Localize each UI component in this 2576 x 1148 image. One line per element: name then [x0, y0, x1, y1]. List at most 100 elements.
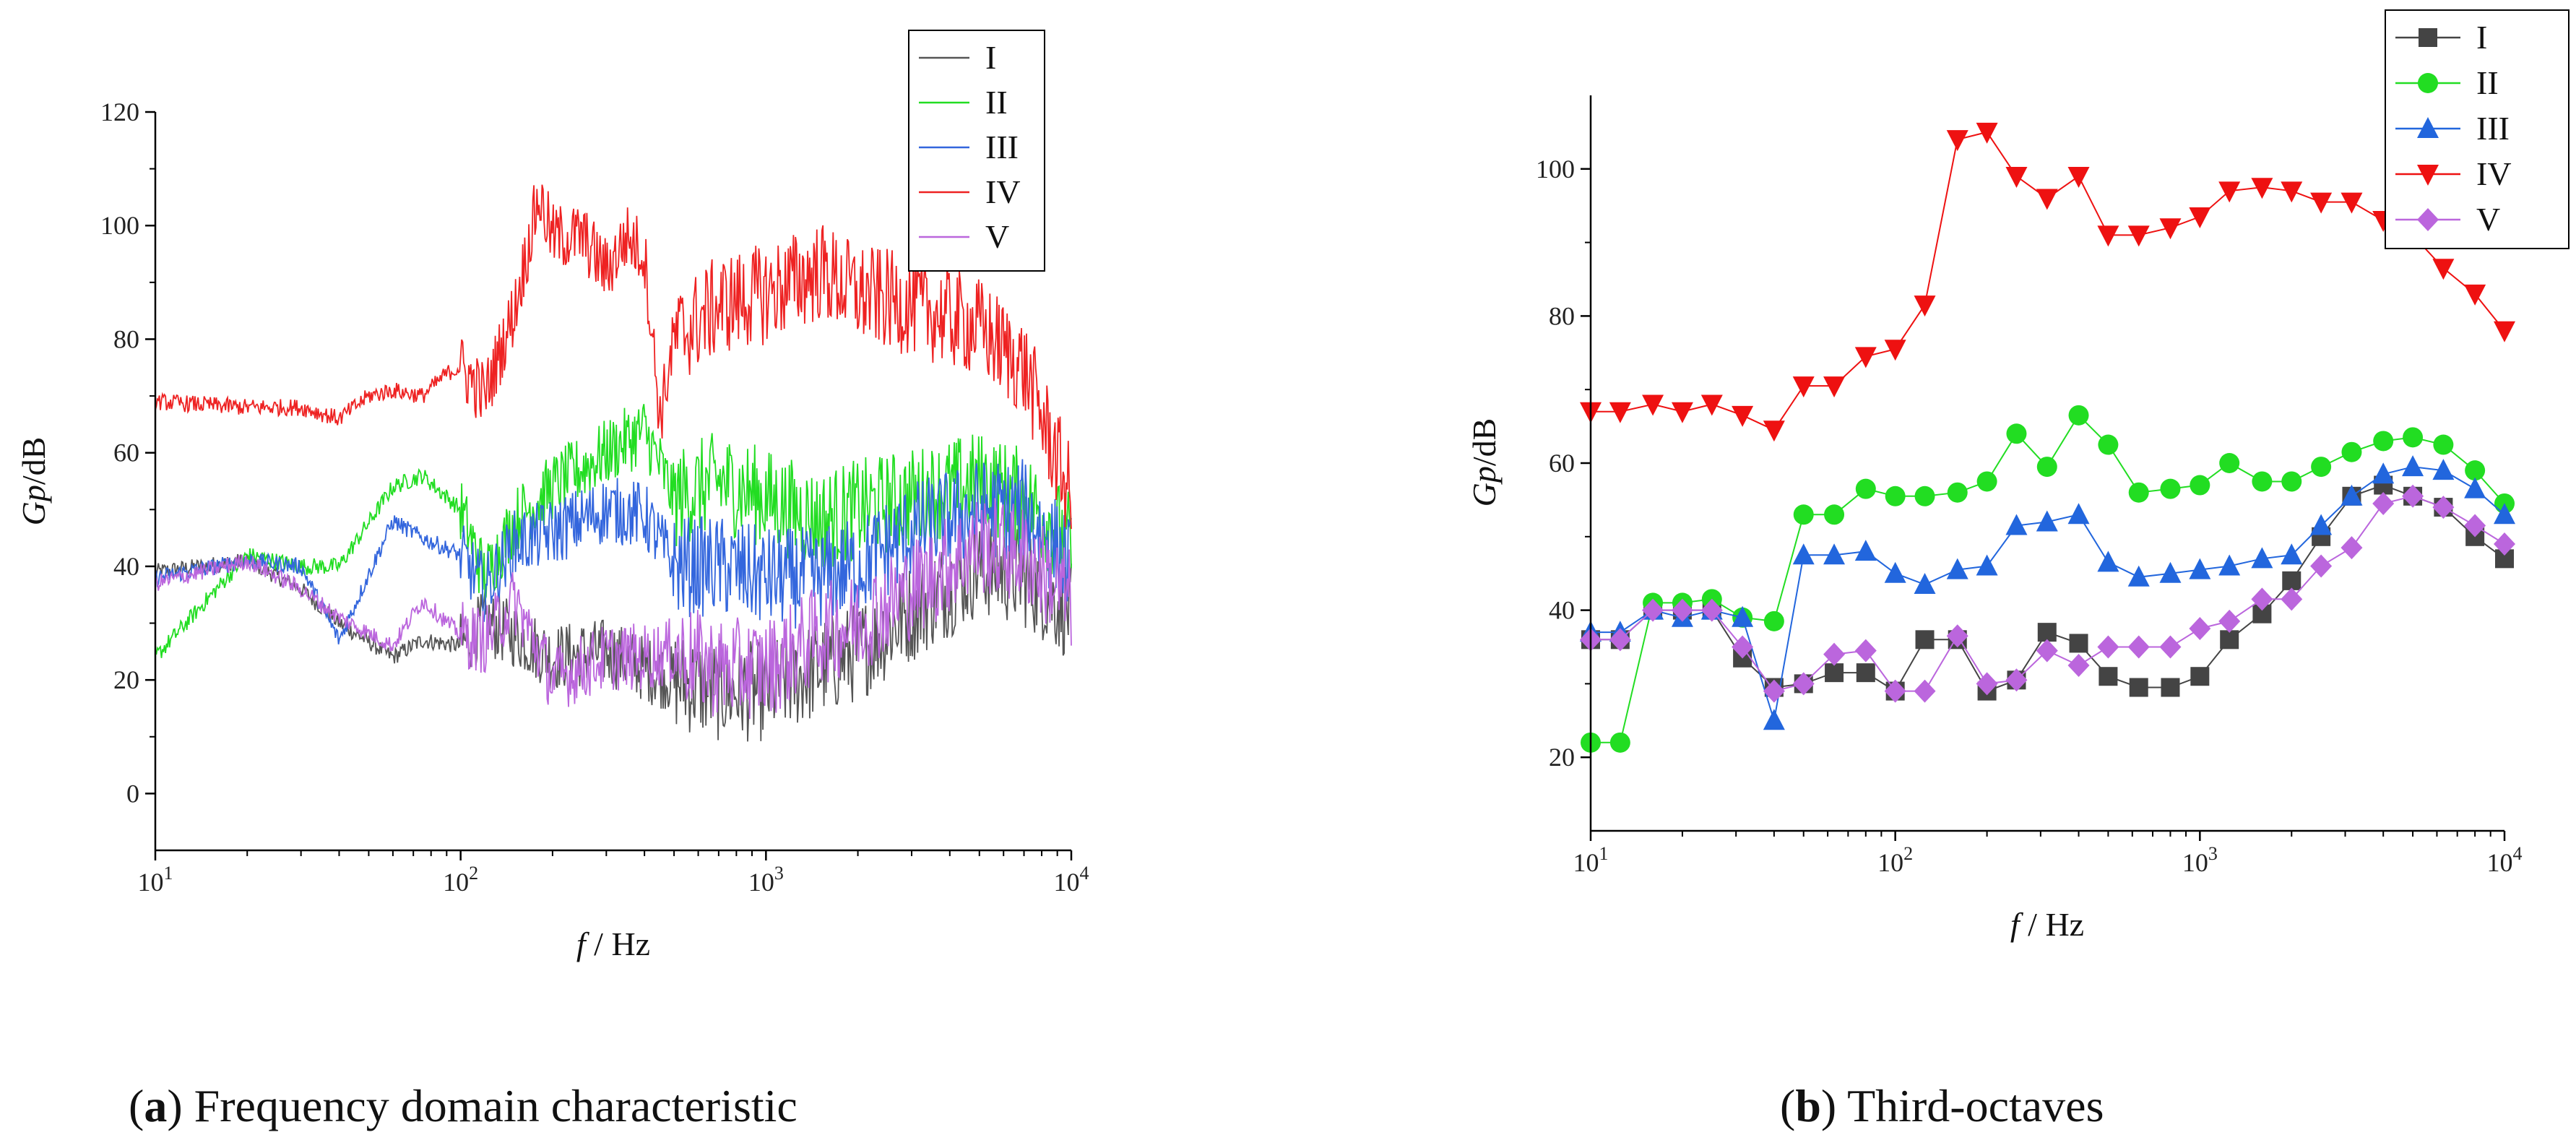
- panel-a-legend-label-II: II: [985, 84, 1008, 121]
- panel-b-point-II-22: [2252, 471, 2273, 492]
- panel-b-point-II-11: [1914, 485, 1935, 506]
- panel-b-point-V-17: [2097, 635, 2119, 659]
- panel-a-xtick-base-0: 10: [138, 868, 164, 897]
- panel-b-point-II-8: [1824, 504, 1845, 525]
- panel-b-point-I-21: [2220, 630, 2239, 649]
- panel-b-point-V-23: [2281, 587, 2303, 611]
- panel-b-point-V-16: [2067, 653, 2090, 677]
- panel-a-series-1: [155, 404, 1072, 658]
- panel-a-xtick-exp-0: 1: [164, 863, 173, 884]
- panel-b-point-V-20: [2189, 617, 2211, 641]
- panel-b-point-V-19: [2159, 635, 2182, 659]
- panel-b-point-V-26: [2372, 491, 2395, 515]
- caption-a-text: Frequency domain characteristic: [183, 1080, 798, 1131]
- panel-b-point-V-21: [2218, 609, 2241, 633]
- panel-b-point-I-19: [2161, 678, 2180, 697]
- panel-b-xtick-base-1: 10: [1877, 848, 1903, 877]
- panel-a-ytick-label-1: 20: [113, 665, 139, 694]
- panel-b-point-II-9: [1855, 478, 1876, 499]
- panel-b-point-III-30: [2494, 503, 2515, 525]
- panel-b-legend-label-IV: IV: [2476, 155, 2512, 192]
- panel-b-point-III-8: [1823, 543, 1846, 565]
- panel-b-point-V-30: [2494, 532, 2515, 556]
- panel-b-point-V-7: [1792, 672, 1815, 696]
- panel-b-point-IV-5: [1732, 405, 1754, 427]
- panel-b-point-III-19: [2159, 561, 2182, 583]
- panel-b-point-V-1: [1609, 628, 1631, 652]
- panel-a-legend-label-I: I: [985, 39, 996, 76]
- panel-b-point-II-12: [1947, 482, 1968, 503]
- panel-b-point-II-16: [2068, 405, 2089, 426]
- panel-b-point-I-9: [1856, 663, 1875, 683]
- panel-b-point-IV-1: [1609, 402, 1631, 423]
- panel-b-point-V-11: [1914, 679, 1936, 703]
- panel-b-series-4: [1580, 484, 2515, 703]
- panel-b-ytick-label-1: 40: [1549, 596, 1575, 625]
- panel-b-legend-marker-IV: [2417, 165, 2439, 186]
- panel-b-point-I-15: [2037, 623, 2057, 642]
- panel-b-point-II-24: [2311, 457, 2332, 478]
- panel-b-xtick-exp-0: 1: [1599, 843, 1609, 864]
- panel-b-point-III-12: [1946, 558, 1968, 579]
- caption-a: (a) Frequency domain characteristic: [129, 1080, 798, 1131]
- panel-b-point-III-16: [2067, 503, 2090, 525]
- panel-b-point-II-6: [1763, 610, 1784, 631]
- panel-b-point-V-27: [2402, 484, 2424, 508]
- panel-b-ytick-label-3: 80: [1549, 301, 1575, 330]
- panel-b-point-II-21: [2219, 453, 2240, 473]
- panel-a-ytick-label-4: 80: [113, 324, 139, 353]
- panel-b-series-0: [1581, 475, 2514, 701]
- panel-b-point-III-23: [2281, 543, 2303, 565]
- panel-b-xtick-base-3: 10: [2487, 848, 2513, 877]
- panel-b-point-IV-29: [2464, 284, 2486, 306]
- panel-b-point-IV-13: [1976, 122, 1998, 144]
- panel-b-point-III-26: [2372, 462, 2395, 484]
- panel-a-legend-label-III: III: [985, 129, 1019, 165]
- panel-b-series-2: [1580, 455, 2515, 730]
- panel-a-line-II: [155, 404, 1072, 658]
- panel-b-point-IV-16: [2067, 166, 2090, 188]
- panel-b-point-III-5: [1732, 605, 1754, 627]
- panel-b-point-V-2: [1642, 598, 1664, 622]
- panel-a-xtick-exp-3: 4: [1080, 863, 1089, 884]
- panel-b-point-V-5: [1732, 635, 1754, 659]
- panel-b-ytick-label-0: 20: [1549, 743, 1575, 772]
- panel-b-series-3: [1580, 122, 2515, 442]
- panel-a-ytick-label-3: 60: [113, 439, 139, 467]
- panel-a-series-2: [155, 459, 1072, 644]
- caption-b-text: Third-octaves: [1836, 1080, 2104, 1131]
- panel-b-point-V-4: [1700, 598, 1723, 622]
- panel-b-x-axis-label: f / Hz: [2010, 906, 2084, 943]
- panel-b-point-V-9: [1854, 639, 1877, 663]
- panel-b-point-IV-9: [1854, 347, 1877, 368]
- panel-b-point-II-7: [1793, 504, 1814, 525]
- panel-b-point-II-13: [1976, 471, 1997, 492]
- panel-a-ylabel-unit: /dB: [15, 437, 52, 485]
- panel-b-legend-label-II: II: [2476, 64, 2499, 101]
- panel-b-xtick-exp-2: 3: [2208, 843, 2218, 864]
- panel-b-point-III-15: [2036, 510, 2058, 532]
- panel-b-point-V-29: [2464, 514, 2486, 538]
- panel-b-point-IV-17: [2097, 225, 2119, 247]
- panel-b-xtick-exp-1: 2: [1903, 843, 1913, 864]
- panel-b-point-II-29: [2465, 460, 2486, 481]
- panel-a-xtick-label-2: 103: [748, 863, 784, 897]
- panel-b-point-III-14: [2005, 514, 2028, 535]
- panel-b-point-IV-10: [1884, 340, 1906, 361]
- panel-b-point-II-18: [2128, 482, 2149, 503]
- panel-b-point-III-6: [1763, 709, 1785, 730]
- panel-b-point-IV-20: [2189, 207, 2211, 228]
- panel-b-point-IV-19: [2159, 218, 2182, 240]
- panel-b-legend-marker-I: [2419, 28, 2437, 47]
- panel-b-xtick-label-3: 104: [2487, 843, 2523, 877]
- panel-b-legend-label-I: I: [2476, 19, 2487, 56]
- panel-b-point-V-6: [1763, 679, 1785, 703]
- panel-a-line-I: [155, 520, 1072, 742]
- panel-a-ytick-label-0: 0: [126, 779, 139, 808]
- panel-b-xtick-base-2: 10: [2182, 848, 2208, 877]
- panel-b-point-II-14: [2006, 423, 2027, 444]
- panel-b-point-I-20: [2190, 667, 2210, 686]
